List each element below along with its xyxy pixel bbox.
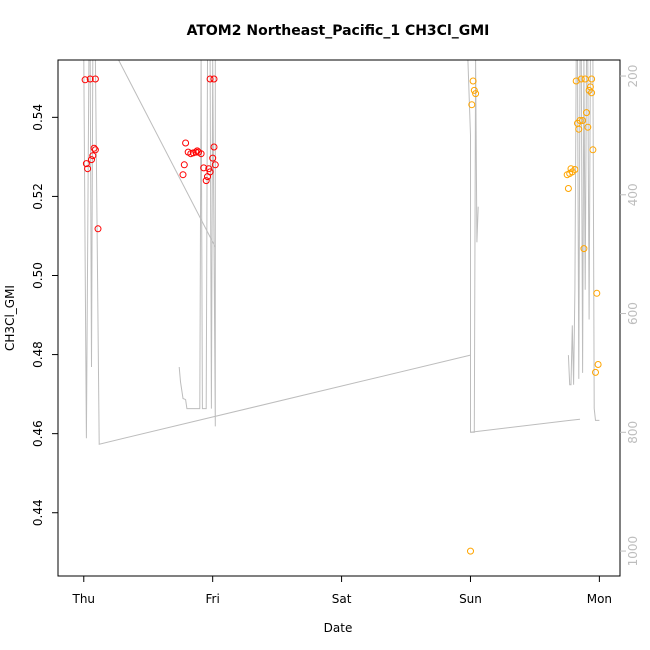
y2-axis: 200 400 600 800 1000 [620, 65, 640, 567]
data-point-s0-5 [88, 156, 95, 164]
x-axis: Thu Fri Sat Sun Mon [72, 575, 612, 606]
data-point-s0-13 [180, 161, 188, 169]
data-point-s1-14 [576, 117, 584, 124]
data-point-s1-13 [575, 125, 583, 133]
data-point-s1-3 [468, 101, 476, 109]
pressure-line-segment-1 [118, 60, 216, 248]
data-point-s0-2 [91, 75, 99, 83]
y2-tick-label-2: 600 [626, 302, 640, 325]
data-point-s1-26 [592, 368, 599, 376]
data-point-s1-15 [577, 75, 585, 83]
data-point-s0-12 [179, 171, 187, 179]
pressure-line-segment-4 [470, 418, 581, 433]
y-tick-label-2: 0.48 [31, 341, 45, 368]
data-point-s0-1 [86, 75, 94, 83]
data-point-s1-24 [588, 89, 596, 97]
data-point-s0-6 [89, 152, 97, 160]
y-axis: 0.44 0.46 0.48 0.50 0.52 0.54 [31, 104, 58, 526]
x-tick-label-4: Mon [587, 592, 612, 606]
data-point-s1-8 [567, 165, 575, 173]
data-point-s0-27 [209, 154, 217, 162]
data-point-s0-26 [206, 168, 214, 176]
data-point-s1-4 [467, 547, 474, 555]
y2-tick-label-1: 400 [626, 183, 640, 206]
data-point-s0-28 [210, 143, 218, 151]
data-point-s0-23 [202, 177, 210, 185]
data-point-s1-27 [593, 289, 601, 297]
plot-area [81, 60, 602, 555]
y-tick-label-5: 0.54 [31, 104, 45, 131]
data-point-s1-0 [469, 77, 477, 85]
data-point-s0-22 [200, 164, 208, 172]
data-point-s1-28 [594, 361, 602, 368]
data-point-s1-16 [579, 117, 587, 124]
x-axis-label: Date [324, 621, 353, 635]
data-point-s1-6 [564, 185, 572, 192]
data-point-s1-17 [580, 245, 588, 253]
data-point-s0-8 [91, 146, 99, 154]
chart-title: ATOM2 Northeast_Pacific_1 CH3Cl_GMI [187, 23, 490, 39]
pressure-line-segment-0 [83, 60, 471, 445]
x-tick-label-1: Fri [206, 592, 220, 606]
pressure-line-segment-5 [567, 60, 600, 421]
y-tick-label-3: 0.50 [31, 262, 45, 289]
data-point-s0-25 [205, 165, 213, 173]
x-tick-label-0: Thu [72, 592, 96, 606]
data-point-s1-2 [472, 90, 480, 98]
y-tick-label-0: 0.44 [31, 499, 45, 526]
data-point-s1-10 [571, 166, 579, 173]
pressure-line-layer [83, 60, 600, 445]
data-point-s1-1 [470, 86, 478, 94]
data-point-s1-19 [583, 109, 590, 117]
data-point-s0-29 [211, 161, 219, 169]
y2-tick-label-3: 800 [626, 421, 640, 444]
data-point-s1-23 [588, 75, 596, 83]
data-point-s0-21 [197, 150, 205, 158]
y2-tick-label-0: 200 [626, 65, 640, 88]
x-tick-label-3: Sun [459, 592, 482, 606]
y-tick-label-4: 0.52 [31, 183, 45, 210]
data-point-s0-4 [84, 165, 92, 173]
x-tick-label-2: Sat [332, 592, 352, 606]
data-point-s0-10 [206, 75, 214, 83]
point-layer [81, 75, 602, 555]
y-axis-label: CH3Cl_GMI [3, 285, 17, 351]
data-point-s0-3 [82, 160, 90, 168]
data-point-s0-11 [210, 75, 218, 83]
data-point-s0-9 [94, 225, 102, 233]
data-point-s0-0 [81, 76, 89, 84]
y2-tick-label-4: 1000 [626, 536, 640, 567]
data-point-s0-14 [182, 139, 190, 147]
data-point-s0-7 [90, 144, 98, 152]
data-point-s1-20 [584, 123, 592, 131]
y-tick-label-1: 0.46 [31, 420, 45, 447]
data-point-s1-25 [589, 146, 597, 154]
pressure-line-segment-2 [178, 60, 216, 427]
